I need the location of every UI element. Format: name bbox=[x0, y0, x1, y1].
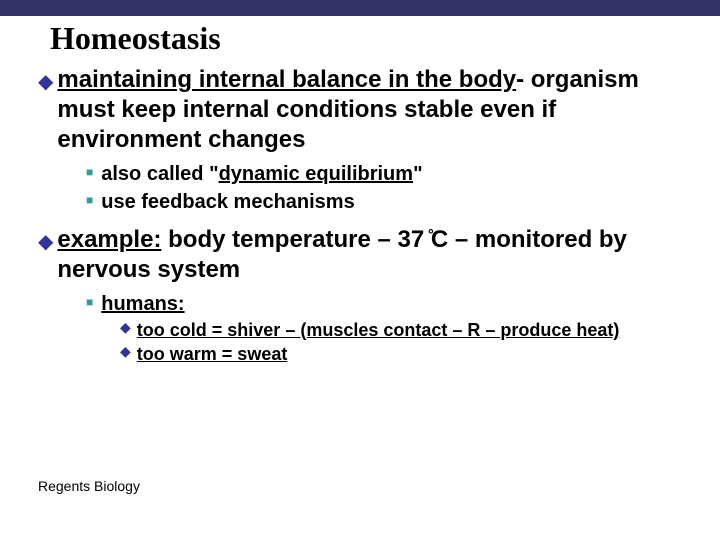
bullet-level3: ◆ too cold = shiver – (muscles contact –… bbox=[120, 319, 700, 342]
bullet-text: maintaining internal balance in the body… bbox=[57, 65, 700, 155]
bullet-level2: ■ humans: bbox=[86, 291, 700, 317]
slide-title: Homeostasis bbox=[0, 16, 720, 59]
bullet-text: example: body temperature – 37 ̊C – moni… bbox=[57, 225, 700, 285]
bullet-text: use feedback mechanisms bbox=[101, 189, 354, 215]
square-icon: ■ bbox=[86, 295, 93, 309]
diamond-icon: ◆ bbox=[38, 229, 53, 254]
dot-icon: ◆ bbox=[120, 343, 131, 360]
square-icon: ■ bbox=[86, 193, 93, 207]
header-bar bbox=[0, 0, 720, 16]
bullet-text: too warm = sweat bbox=[137, 343, 288, 366]
bullet-level3: ◆ too warm = sweat bbox=[120, 343, 700, 366]
bullet-level2: ■ also called "dynamic equilibrium" bbox=[86, 161, 700, 187]
bullet-text: too cold = shiver – (muscles contact – R… bbox=[137, 319, 620, 342]
footer-text: Regents Biology bbox=[38, 478, 140, 494]
bullet-level1: ◆ example: body temperature – 37 ̊C – mo… bbox=[38, 225, 700, 285]
dot-icon: ◆ bbox=[120, 319, 131, 336]
square-icon: ■ bbox=[86, 165, 93, 179]
bullet-text: humans: bbox=[101, 291, 184, 317]
diamond-icon: ◆ bbox=[38, 69, 53, 94]
bullet-level1: ◆ maintaining internal balance in the bo… bbox=[38, 65, 700, 155]
bullet-text: also called "dynamic equilibrium" bbox=[101, 161, 422, 187]
bullet-level2: ■ use feedback mechanisms bbox=[86, 189, 700, 215]
slide-content: ◆ maintaining internal balance in the bo… bbox=[0, 59, 720, 367]
